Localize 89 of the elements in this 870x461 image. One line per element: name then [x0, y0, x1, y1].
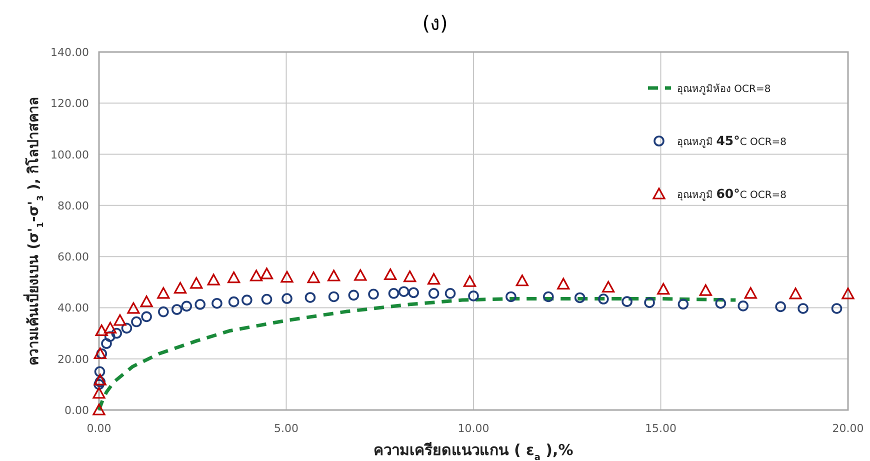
point [157, 287, 170, 299]
x-tick-label: 10.00 [458, 422, 490, 435]
point [127, 302, 140, 314]
point [190, 277, 203, 289]
chart-title: (ง) [422, 11, 448, 35]
point [557, 278, 570, 290]
point [506, 291, 516, 302]
point [678, 298, 689, 310]
point [104, 322, 117, 334]
point [228, 296, 240, 308]
legend-label: อุณหภูมิ 45°C OCR=8 [677, 133, 787, 148]
point [404, 270, 416, 282]
point [280, 270, 294, 283]
x-tick-label: 0.00 [86, 422, 112, 435]
point [831, 303, 842, 314]
point [101, 338, 112, 349]
point [543, 291, 554, 302]
point [354, 269, 367, 281]
point [307, 271, 320, 284]
point [121, 322, 132, 334]
x-tick-label: 15.00 [645, 422, 676, 435]
point [140, 296, 153, 308]
point [304, 292, 316, 303]
point [114, 314, 126, 326]
point [428, 273, 440, 285]
point [328, 291, 340, 302]
point [398, 286, 410, 298]
point [111, 328, 122, 339]
point [96, 348, 108, 360]
point [92, 387, 106, 399]
point [95, 324, 108, 336]
y-tick-label: 140.00 [50, 46, 89, 59]
point [644, 297, 655, 308]
point [250, 270, 263, 282]
point [738, 300, 749, 312]
point [428, 288, 440, 299]
point [92, 404, 106, 416]
point [388, 288, 400, 299]
point [131, 316, 142, 328]
point [207, 274, 220, 286]
point [368, 288, 379, 300]
x-tick-label: 5.00 [274, 422, 298, 435]
point [715, 298, 726, 309]
point [348, 290, 360, 301]
point [444, 288, 456, 299]
y-tick-label: 100.00 [50, 148, 89, 162]
point [463, 275, 476, 287]
point [242, 294, 252, 306]
point [468, 290, 479, 302]
point [328, 270, 340, 282]
point [744, 287, 757, 299]
point [141, 311, 152, 322]
point [408, 287, 419, 298]
point [261, 294, 272, 305]
point [798, 303, 808, 314]
point [94, 374, 106, 386]
point [260, 268, 274, 280]
point [842, 288, 854, 300]
point [194, 298, 206, 310]
point [789, 288, 802, 300]
point [171, 304, 182, 315]
point [384, 268, 397, 280]
y-tick-label: 20.00 [58, 352, 89, 366]
point [228, 271, 240, 284]
y-tick-label: 120.00 [50, 97, 89, 110]
y-tick-label: 60.00 [58, 250, 89, 264]
point [158, 306, 169, 318]
point [94, 347, 106, 360]
point [516, 274, 528, 286]
x-tick-label: 20.00 [832, 422, 864, 435]
y-tick-label: 80.00 [58, 199, 89, 212]
point [282, 293, 292, 304]
x-axis-title: ความเครียดแนวแกน ( ε$_{a}$ ),% [374, 441, 574, 461]
legend-label: อุณหภูมิ 60°C OCR=8 [677, 186, 787, 201]
y-tick-label: 40.00 [58, 302, 89, 315]
point [574, 292, 586, 304]
point [598, 294, 609, 304]
y-tick-label: 0.00 [64, 404, 89, 417]
point [602, 280, 615, 293]
point [94, 379, 104, 390]
point [622, 296, 632, 307]
legend-label: อุณหภูมิห้อง OCR=8 [677, 83, 771, 95]
point [657, 283, 670, 295]
point [699, 284, 712, 296]
point [181, 300, 192, 312]
point [174, 282, 187, 294]
point [94, 366, 106, 378]
point [775, 301, 786, 312]
point [212, 298, 222, 309]
